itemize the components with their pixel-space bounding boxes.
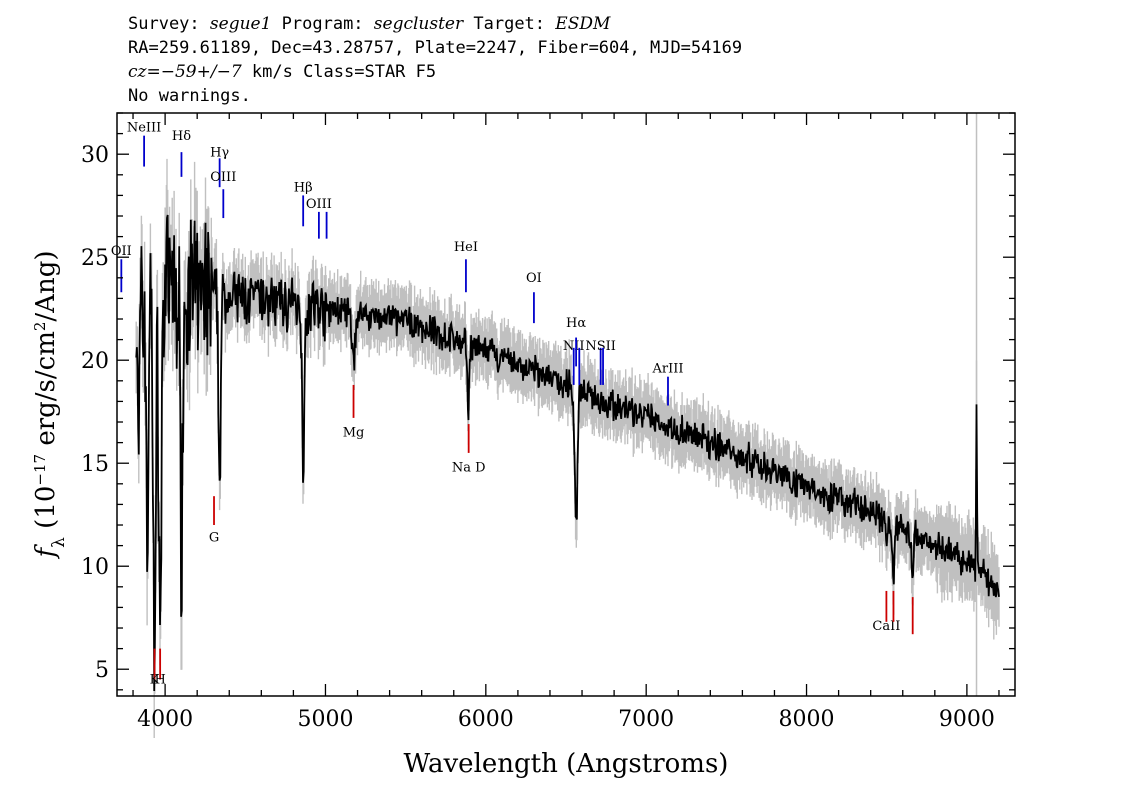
- x-tick-label: 9000: [939, 707, 995, 732]
- program-label: Program:: [281, 14, 364, 34]
- x-tick-label: 6000: [458, 707, 514, 732]
- line-markers: OII NeIII Hδ Hγ OIII Hβ OIII HeI OI NII Hα NSII ArII…: [111, 121, 914, 688]
- emission-line-label: NII: [563, 339, 585, 354]
- header-line-4: No warnings.: [128, 86, 251, 106]
- emission-line-label: Hα: [566, 316, 586, 331]
- absorption-line-label: H: [154, 673, 165, 688]
- plot-frame: [116, 112, 1016, 697]
- error-band-path: [135, 158, 1000, 738]
- target-label: Target:: [473, 14, 546, 34]
- x-axis-label: Wavelength (Angstroms): [404, 749, 729, 779]
- cz-label: cz=: [128, 62, 161, 82]
- emission-line-label: OIII: [210, 170, 236, 185]
- y-tick-label: 25: [81, 246, 109, 271]
- header-line-3: cz=−59+/−7 km/s Class=STAR F5: [128, 60, 742, 84]
- x-tick-label: 7000: [618, 707, 674, 732]
- emission-line-label: ArIII: [651, 362, 683, 377]
- emission-line-label: NeIII: [127, 121, 161, 136]
- emission-line-label: Hβ: [294, 180, 313, 195]
- x-tick-label: 4000: [137, 707, 193, 732]
- cz-rest: km/s Class=STAR F5: [241, 62, 437, 82]
- program-value: segcluster: [373, 14, 464, 34]
- emission-line-label: Hδ: [172, 129, 191, 144]
- emission-line-label: OI: [526, 271, 542, 286]
- absorption-line-label: K: [150, 673, 160, 688]
- target-value: ESDM: [555, 14, 611, 34]
- emission-line-label: Hγ: [210, 145, 229, 160]
- emission-line-label: HeI: [454, 240, 478, 255]
- error-band: [135, 158, 1000, 738]
- survey-value: segue1: [209, 14, 272, 34]
- header-line-2: RA=259.61189, Dec=43.28757, Plate=2247, …: [128, 38, 743, 58]
- y-tick-label: 5: [95, 658, 109, 683]
- emission-line-label: NSII: [585, 339, 616, 354]
- absorption-line-label: Na D: [452, 460, 486, 475]
- spectrum-header: Survey: segue1 Program: segcluster Targe…: [128, 12, 742, 108]
- survey-label: Survey:: [128, 14, 200, 34]
- absorption-line-label: G: [209, 530, 219, 545]
- axis-ticks: 4000 5000 6000 7000 8000 9000 5 10 15 20 25 30: [81, 112, 1015, 732]
- x-tick-label: 8000: [779, 707, 835, 732]
- y-axis-label: fλ (10−17 erg/s/cm2/Ang): [31, 251, 69, 560]
- emission-line-label: OII: [111, 244, 132, 259]
- y-tick-label: 30: [81, 143, 109, 168]
- cz-value: −59+/−7: [160, 62, 242, 82]
- x-tick-label: 5000: [297, 707, 353, 732]
- y-tick-label: 15: [81, 452, 109, 477]
- emission-line-label: OIII: [306, 197, 332, 212]
- flux-series: [135, 214, 1000, 692]
- y-tick-label: 10: [81, 555, 109, 580]
- y-tick-label: 20: [81, 349, 109, 374]
- absorption-line-label: Mg: [343, 425, 365, 440]
- header-line-1: Survey: segue1 Program: segcluster Targe…: [128, 12, 742, 36]
- absorption-line-label: CaII: [872, 619, 900, 634]
- flux-line: [135, 214, 1000, 692]
